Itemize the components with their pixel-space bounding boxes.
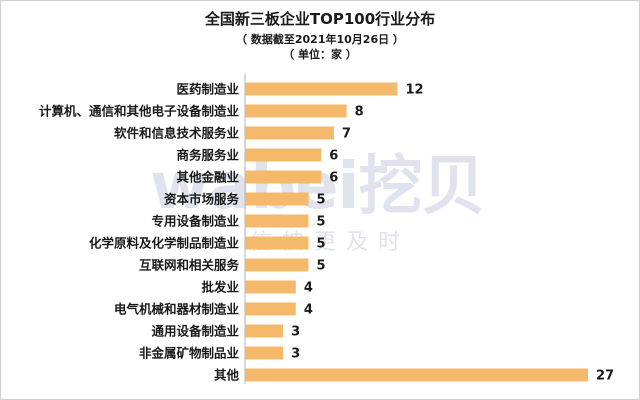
data-label: 3 bbox=[291, 325, 300, 340]
category-label: 专用设备制造业 bbox=[151, 214, 239, 229]
data-label: 4 bbox=[304, 303, 313, 318]
data-label: 5 bbox=[317, 215, 326, 230]
bar bbox=[245, 236, 309, 250]
data-label: 27 bbox=[596, 369, 614, 384]
data-label: 6 bbox=[329, 149, 338, 164]
data-label: 5 bbox=[317, 259, 326, 274]
data-label: 7 bbox=[342, 127, 351, 142]
data-label: 5 bbox=[317, 237, 326, 252]
bar bbox=[245, 192, 309, 206]
data-label: 3 bbox=[291, 347, 300, 362]
category-label: 电气机械和器材制造业 bbox=[114, 302, 240, 317]
category-label: 其他金融业 bbox=[176, 170, 239, 185]
bar bbox=[245, 280, 296, 294]
category-label: 计算机、通信和其他电子设备制造业 bbox=[39, 104, 240, 119]
bar bbox=[245, 126, 334, 140]
bar bbox=[245, 170, 322, 184]
data-label: 6 bbox=[329, 171, 338, 186]
category-label: 通用设备制造业 bbox=[151, 324, 239, 339]
bar bbox=[245, 324, 284, 338]
bar bbox=[245, 258, 309, 272]
category-label: 医药制造业 bbox=[176, 82, 239, 97]
category-label: 商务服务业 bbox=[176, 148, 239, 163]
bar bbox=[245, 346, 284, 360]
chart-title: 全国新三板企业TOP100行业分布 bbox=[204, 10, 436, 28]
bar bbox=[245, 82, 398, 96]
bar bbox=[245, 104, 347, 118]
data-label: 8 bbox=[355, 105, 364, 120]
category-label: 批发业 bbox=[201, 280, 239, 295]
chart-subtitle-unit: （ 单位：家 ） bbox=[283, 48, 357, 61]
category-label: 资本市场服务 bbox=[164, 192, 240, 207]
category-label: 其他 bbox=[214, 368, 240, 383]
category-label: 非金属矿物制品业 bbox=[139, 346, 240, 361]
data-label: 4 bbox=[304, 281, 313, 296]
category-label: 化学原料及化学制品制造业 bbox=[89, 236, 240, 251]
category-label: 互联网和相关服务 bbox=[139, 258, 240, 273]
bar bbox=[245, 368, 588, 382]
chart-subtitle-date: （ 数据截至2021年10月26日 ） bbox=[236, 33, 404, 46]
bar bbox=[245, 148, 322, 162]
category-label: 软件和信息技术服务业 bbox=[114, 126, 240, 141]
data-label: 5 bbox=[317, 193, 326, 208]
bar bbox=[245, 214, 309, 228]
bar bbox=[245, 302, 296, 316]
data-label: 12 bbox=[405, 83, 423, 98]
